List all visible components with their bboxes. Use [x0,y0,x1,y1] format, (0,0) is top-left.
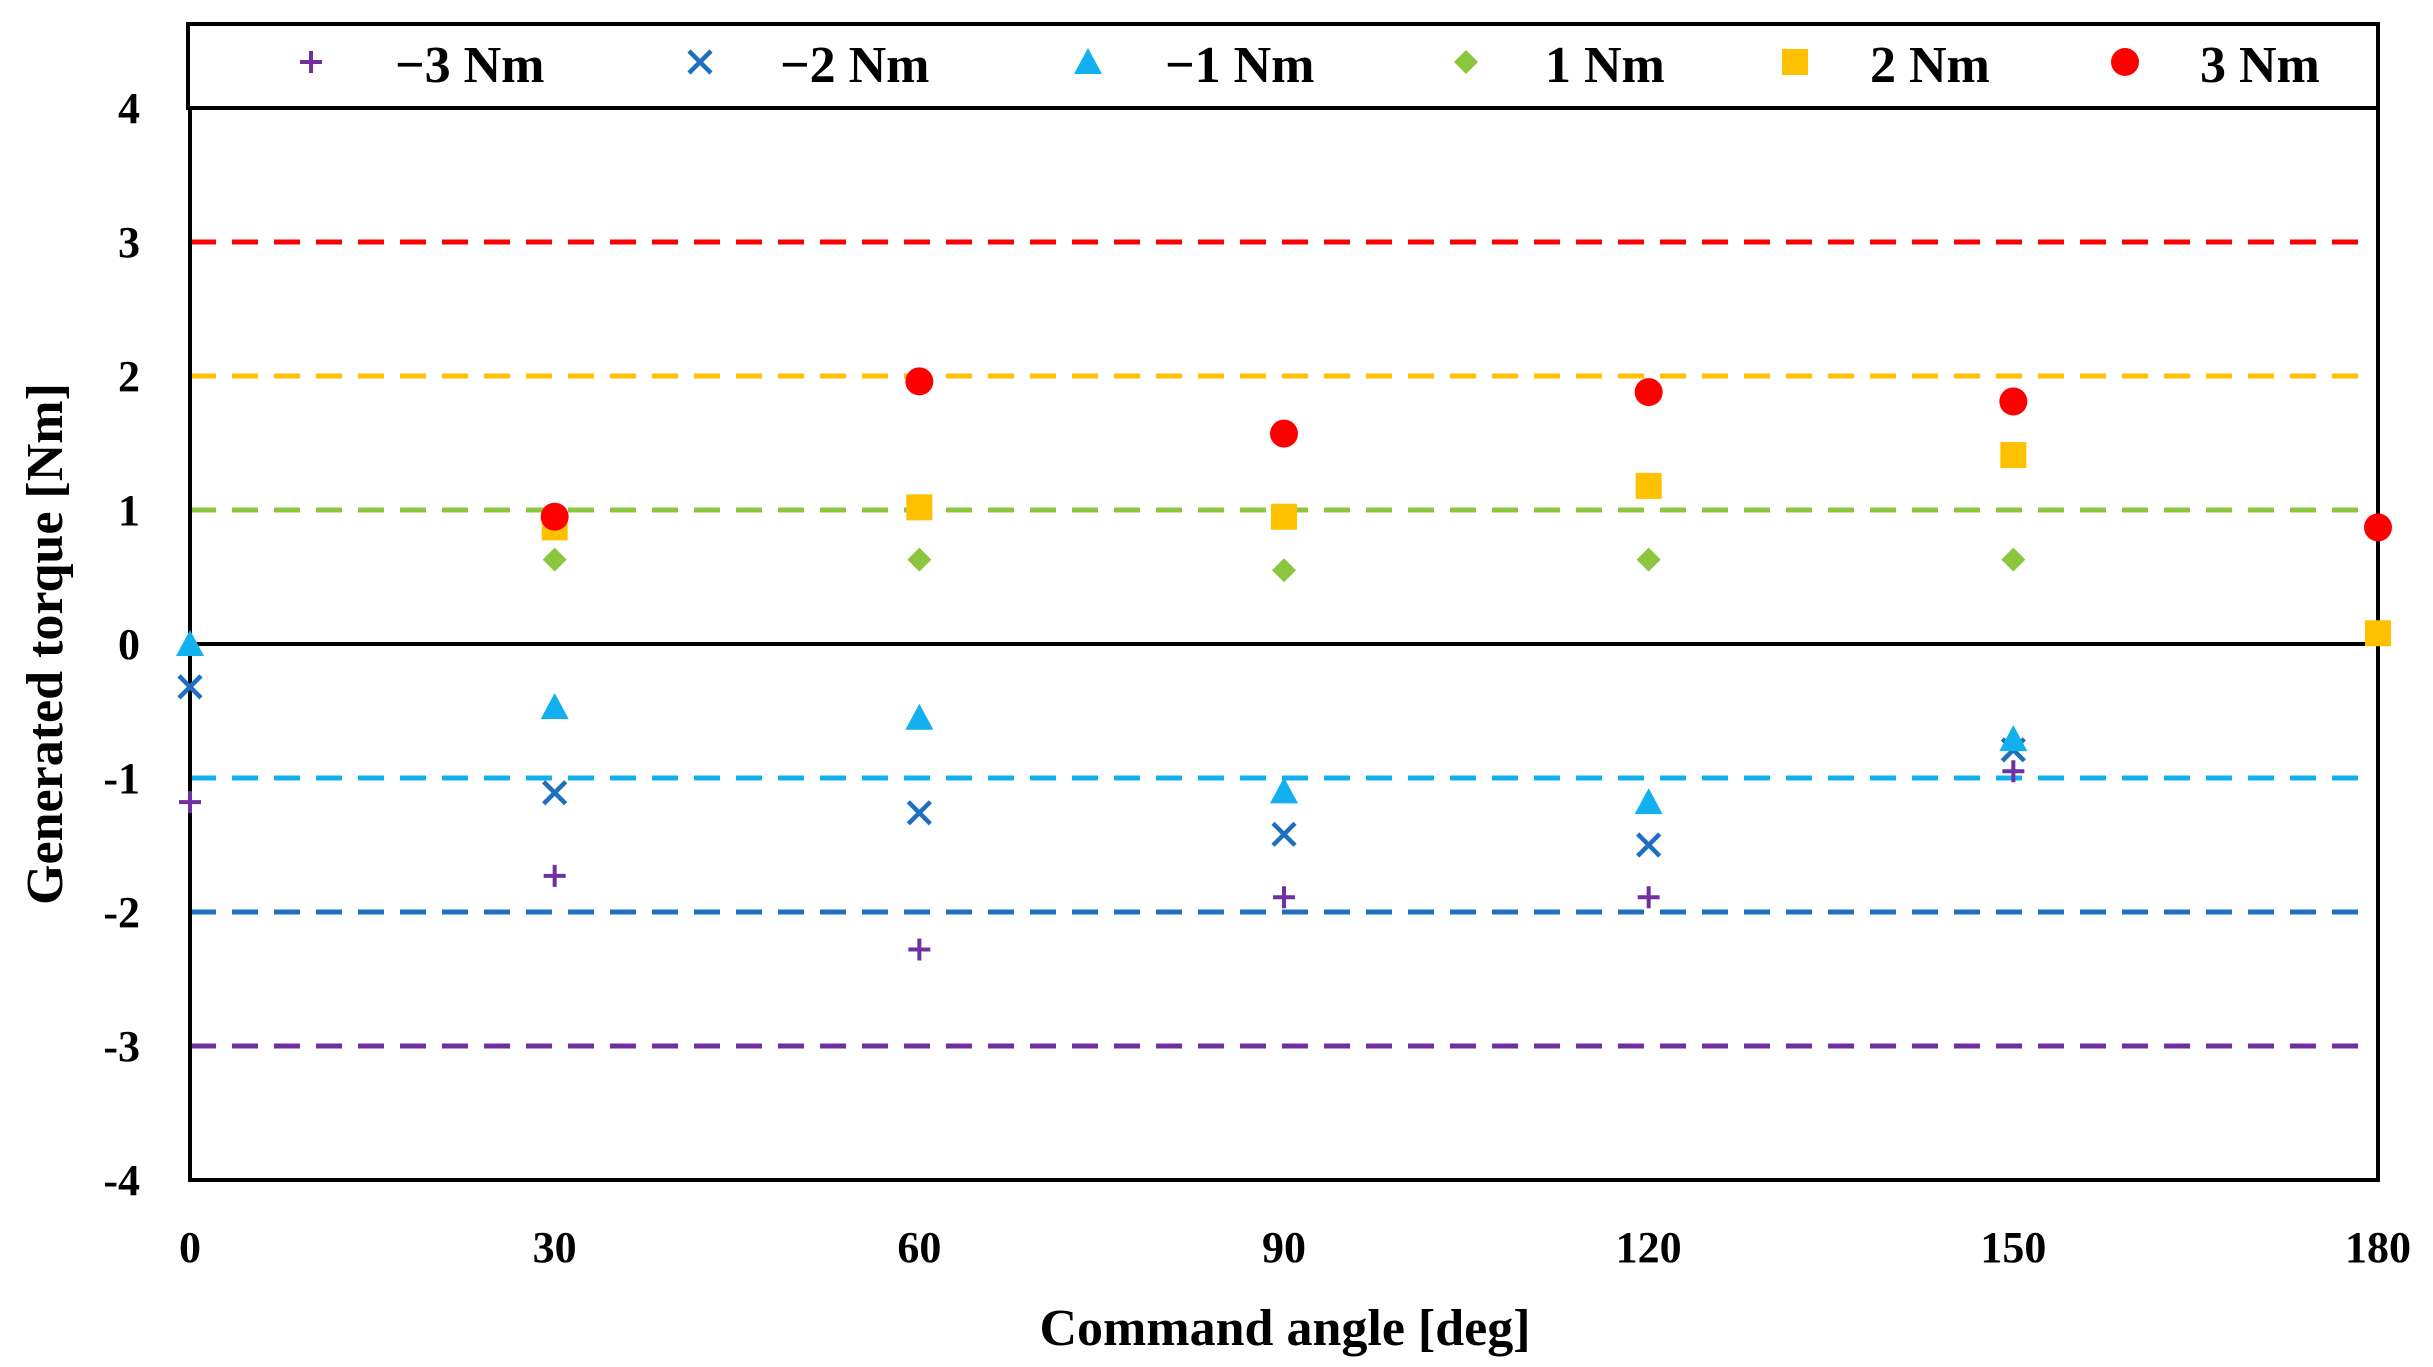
x-tick-label: 60 [897,1223,941,1272]
y-tick-label: 0 [118,620,140,669]
data-point-series-1-3 [1271,821,1297,847]
data-point-series-5-0 [540,502,569,531]
x-axis-title: Command angle [deg] [1039,1300,1530,1357]
reference-lines [190,239,2368,1049]
data-point-series-5-3 [1634,378,1663,407]
data-point-series-4-4 [2000,442,2027,469]
data-point-series-2-3 [1270,777,1298,804]
legend-label-3: 1 Nm [1545,37,1665,94]
data-point-series-2-5 [1999,725,2028,752]
y-tick-label: -1 [103,754,140,803]
x-tick-label: 180 [2345,1223,2411,1272]
data-point-series-2-2 [905,703,934,730]
y-axis-title: Generated torque [Nm] [17,383,74,905]
y-tick-label: -3 [103,1022,140,1071]
data-point-series-5-2 [1270,419,1298,448]
data-point-series-3-3 [1636,547,1661,572]
data-point-series-2-0 [176,630,204,656]
x-tick-label: 120 [1616,1223,1682,1272]
data-point-series-0-4 [1637,886,1660,909]
data-point-series-0-1 [543,864,566,887]
data-point-series-5-5 [2364,513,2392,542]
y-tick-label: -4 [103,1156,140,1205]
data-point-series-4-5 [2365,620,2391,647]
x-tick-label: 30 [533,1223,577,1272]
data-point-series-1-1 [542,780,568,806]
data-point-series-3-4 [2001,547,2026,572]
data-point-series-0-5 [2002,760,2025,783]
data-point-series-3-1 [907,547,932,572]
data-point-series-4-1 [906,494,933,521]
data-point-series-3-0 [542,547,567,572]
legend-label-0: −3 Nm [395,37,545,94]
data-point-series-1-0 [177,674,203,700]
legend-marker-0 [300,51,322,73]
legend-marker-4 [1782,49,1808,75]
legend-marker-2 [1074,48,1102,74]
data-point-series-0-3 [1273,886,1295,909]
data-points [176,367,2392,961]
legend-marker-3 [1454,50,1478,74]
y-tick-label: 3 [118,218,140,267]
y-tick-label: 2 [118,352,140,401]
legend-label-2: −1 Nm [1165,37,1315,94]
x-tick-label: 90 [1262,1223,1306,1272]
y-tick-label: -2 [103,888,140,937]
data-point-series-3-2 [1272,558,1296,583]
data-point-series-1-4 [1636,832,1662,858]
legend-box [186,22,2380,110]
data-point-series-5-1 [905,367,934,396]
legend: −3 Nm −2 Nm −1 Nm 1 Nm 2 Nm 3 Nm [300,37,2320,94]
data-point-series-2-4 [1634,788,1663,815]
legend-marker-5 [2111,48,2139,76]
data-point-series-0-2 [908,938,931,961]
data-point-series-0-0 [179,791,201,814]
legend-label-4: 2 Nm [1870,37,1990,94]
y-axis-tick-labels: 4 3 2 1 0 -1 -2 -3 -4 [103,84,140,1205]
y-tick-label: 1 [118,486,140,535]
data-point-series-2-1 [540,692,569,719]
data-point-series-4-3 [1635,472,1662,499]
x-tick-label: 150 [1980,1223,2046,1272]
y-tick-label: 4 [118,84,140,133]
x-tick-label: 0 [179,1223,201,1272]
data-point-series-1-2 [906,800,932,826]
legend-marker-1 [687,49,713,75]
legend-label-5: 3 Nm [2200,37,2320,94]
x-axis-tick-labels: 0 30 60 90 120 150 180 [179,1223,2411,1272]
data-point-series-5-4 [1999,387,2028,416]
data-point-series-4-2 [1271,503,1297,530]
legend-label-1: −2 Nm [780,37,930,94]
